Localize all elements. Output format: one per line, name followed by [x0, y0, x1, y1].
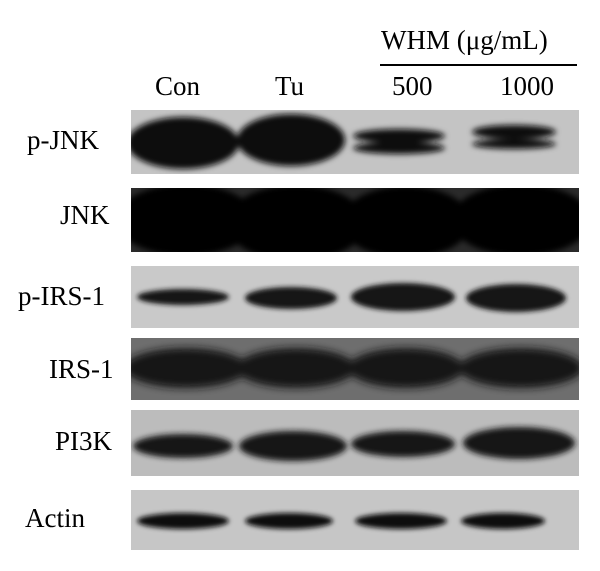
row-label-actin: Actin: [25, 503, 85, 533]
band-jnk-1000: [451, 188, 579, 252]
band-p-jnk-1000-lower: [472, 139, 556, 149]
band-pi3k-1000: [463, 427, 575, 459]
band-p-irs-1-500: [351, 283, 455, 311]
band-actin-tu: [245, 513, 333, 529]
band-pi3k-tu: [239, 431, 347, 461]
band-p-irs-1-tu: [245, 287, 337, 309]
lane-label-1000: 1000: [500, 71, 554, 101]
treatment-header: WHM (μg/mL): [381, 25, 548, 55]
band-jnk-con: [131, 188, 256, 252]
blot-panel-jnk: [131, 188, 579, 252]
band-actin-con: [137, 513, 229, 529]
band-pi3k-500: [351, 431, 455, 457]
band-p-irs-1-con: [137, 289, 229, 305]
band-irs-1-1000: [459, 348, 579, 388]
band-actin-500: [355, 513, 447, 529]
row-label-p-jnk: p-JNK: [27, 125, 99, 155]
band-jnk-tu: [226, 188, 366, 252]
lane-label-tu: Tu: [275, 71, 305, 101]
band-irs-1-tu: [236, 348, 356, 388]
row-label-jnk: JNK: [60, 200, 110, 230]
band-pi3k-con: [133, 434, 233, 458]
band-actin-1000: [461, 513, 545, 529]
band-jnk-500: [341, 188, 471, 252]
band-p-jnk-500-upper: [353, 129, 445, 143]
band-p-irs-1-1000: [466, 284, 566, 312]
band-p-jnk-500-lower: [353, 142, 445, 154]
band-p-jnk-con: [131, 117, 239, 169]
blot-panel-p-jnk: [131, 110, 579, 174]
row-label-p-irs-1: p-IRS-1: [18, 281, 105, 311]
lane-label-con: Con: [155, 71, 201, 101]
band-p-jnk-tu: [237, 114, 345, 166]
lane-label-500: 500: [392, 71, 433, 101]
treatment-divider: [380, 64, 577, 66]
blot-panel-actin: [131, 490, 579, 550]
blot-panel-p-irs-1: [131, 266, 579, 328]
band-irs-1-con: [131, 348, 248, 388]
blot-panel-pi3k: [131, 410, 579, 476]
blot-panel-irs-1: [131, 338, 579, 400]
row-label-pi3k: PI3K: [55, 426, 113, 456]
band-p-jnk-1000-upper: [472, 125, 556, 139]
band-irs-1-500: [348, 348, 464, 388]
row-label-irs-1: IRS-1: [49, 354, 114, 384]
